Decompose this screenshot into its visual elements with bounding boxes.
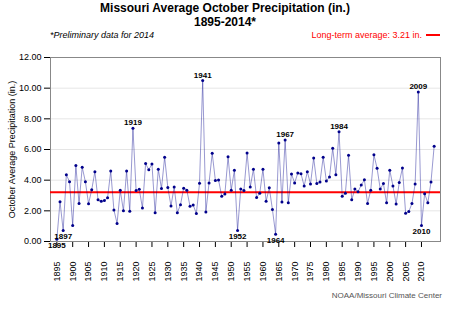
svg-text:1919: 1919 bbox=[124, 118, 142, 127]
svg-text:1975: 1975 bbox=[305, 262, 315, 282]
svg-text:1905: 1905 bbox=[83, 262, 93, 282]
svg-text:1960: 1960 bbox=[258, 262, 268, 282]
svg-text:1930: 1930 bbox=[163, 262, 173, 282]
svg-text:1910: 1910 bbox=[99, 262, 109, 282]
svg-text:0.00: 0.00 bbox=[24, 236, 42, 246]
svg-text:10.00: 10.00 bbox=[19, 83, 42, 93]
svg-text:1895: 1895 bbox=[48, 241, 66, 250]
svg-text:1915: 1915 bbox=[115, 262, 125, 282]
svg-text:1941: 1941 bbox=[194, 71, 212, 80]
svg-text:1950: 1950 bbox=[226, 262, 236, 282]
svg-text:1897: 1897 bbox=[54, 232, 72, 241]
html-text:Long-term average: 3.21 in.: Long-term average: 3.21 in. bbox=[311, 30, 422, 40]
svg-text:8.00: 8.00 bbox=[24, 114, 42, 124]
html-text:*Preliminary data for 2014: *Preliminary data for 2014 bbox=[50, 30, 155, 40]
svg-text:1925: 1925 bbox=[147, 262, 157, 282]
svg-text:1900: 1900 bbox=[68, 262, 78, 282]
svg-text:1995: 1995 bbox=[369, 262, 379, 282]
svg-text:1984: 1984 bbox=[330, 122, 348, 131]
svg-text:1895: 1895 bbox=[52, 262, 62, 282]
svg-text:6.00: 6.00 bbox=[24, 144, 42, 154]
svg-text:1980: 1980 bbox=[321, 262, 331, 282]
svg-text:1985: 1985 bbox=[337, 262, 347, 282]
svg-text:October Average Precipitation: October Average Precipitation (in.) bbox=[7, 81, 17, 218]
svg-text:2010: 2010 bbox=[416, 262, 426, 282]
svg-text:1970: 1970 bbox=[290, 262, 300, 282]
svg-text:1964: 1964 bbox=[267, 236, 285, 245]
svg-text:1920: 1920 bbox=[131, 262, 141, 282]
svg-text:1940: 1940 bbox=[194, 262, 204, 282]
svg-text:2000: 2000 bbox=[385, 262, 395, 282]
svg-text:4.00: 4.00 bbox=[24, 175, 42, 185]
html-text:NOAA/Missouri Climate Center: NOAA/Missouri Climate Center bbox=[331, 291, 442, 300]
html-text:1895-2014*: 1895-2014* bbox=[194, 15, 256, 29]
svg-text:2009: 2009 bbox=[409, 82, 427, 91]
svg-text:12.00: 12.00 bbox=[19, 52, 42, 62]
svg-text:1952: 1952 bbox=[229, 232, 247, 241]
svg-text:1967: 1967 bbox=[276, 130, 294, 139]
svg-text:1955: 1955 bbox=[242, 262, 252, 282]
svg-text:1945: 1945 bbox=[210, 262, 220, 282]
svg-text:1965: 1965 bbox=[274, 262, 284, 282]
svg-text:1935: 1935 bbox=[179, 262, 189, 282]
svg-text:2005: 2005 bbox=[401, 262, 411, 282]
svg-text:1990: 1990 bbox=[353, 262, 363, 282]
svg-text:2010: 2010 bbox=[413, 227, 431, 236]
svg-text:2.00: 2.00 bbox=[24, 206, 42, 216]
html-text:Missouri Average October Preci: Missouri Average October Precipitation (… bbox=[100, 1, 350, 15]
